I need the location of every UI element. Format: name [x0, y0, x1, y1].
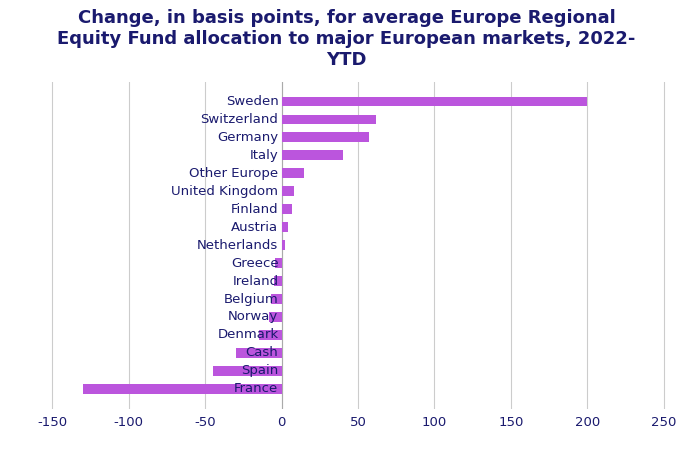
Bar: [83, 384, 281, 394]
Text: Finland: Finland: [231, 203, 279, 216]
Text: Austria: Austria: [231, 221, 279, 234]
Title: Change, in basis points, for average Europe Regional
Equity Fund allocation to m: Change, in basis points, for average Eur…: [57, 10, 636, 69]
Text: Belgium: Belgium: [224, 292, 279, 306]
Bar: [281, 114, 377, 124]
Bar: [274, 276, 281, 286]
Bar: [281, 150, 343, 160]
Bar: [213, 366, 281, 376]
Text: Greece: Greece: [231, 257, 279, 270]
Text: Germany: Germany: [217, 131, 279, 144]
Bar: [281, 168, 304, 178]
Text: Switzerland: Switzerland: [201, 113, 279, 126]
Bar: [281, 186, 294, 196]
Bar: [281, 240, 285, 250]
Text: Denmark: Denmark: [217, 328, 279, 341]
Text: Netherlands: Netherlands: [197, 239, 279, 252]
Bar: [258, 330, 281, 340]
Bar: [236, 348, 281, 358]
Text: Other Europe: Other Europe: [189, 167, 279, 180]
Bar: [281, 133, 369, 143]
Bar: [281, 222, 288, 232]
Text: Cash: Cash: [246, 346, 279, 360]
Text: Norway: Norway: [228, 311, 279, 324]
Bar: [281, 204, 292, 214]
Bar: [281, 97, 587, 106]
Bar: [271, 294, 281, 304]
Bar: [275, 258, 281, 268]
Text: Italy: Italy: [250, 149, 279, 162]
Text: Sweden: Sweden: [225, 95, 279, 108]
Text: Spain: Spain: [241, 365, 279, 377]
Bar: [270, 312, 281, 322]
Text: France: France: [234, 382, 279, 395]
Text: Ireland: Ireland: [232, 275, 279, 287]
Text: United Kingdom: United Kingdom: [172, 185, 279, 198]
